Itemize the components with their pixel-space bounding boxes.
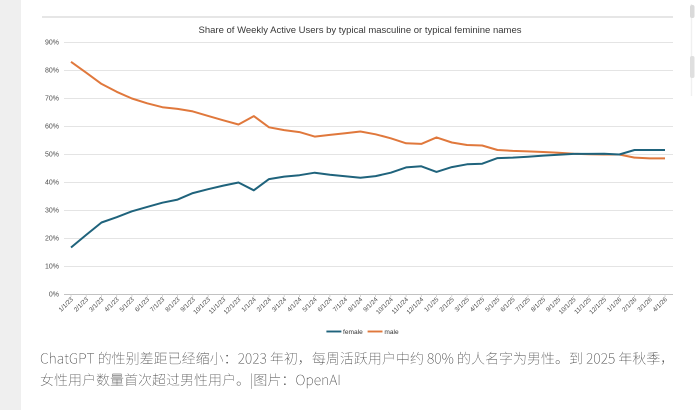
svg-text:1/1/24: 1/1/24 [240, 296, 258, 314]
svg-text:4/1/23: 4/1/23 [103, 296, 121, 314]
svg-text:Share of Weekly Active Users b: Share of Weekly Active Users by typical … [199, 25, 522, 36]
svg-text:6/1/23: 6/1/23 [134, 296, 152, 314]
svg-text:1/1/25: 1/1/25 [423, 296, 441, 314]
svg-text:5/1/25: 5/1/25 [484, 296, 502, 314]
svg-text:3/1/26: 3/1/26 [636, 296, 654, 314]
svg-text:3/1/25: 3/1/25 [454, 296, 472, 314]
svg-text:5/1/23: 5/1/23 [118, 296, 136, 314]
svg-text:1/1/23: 1/1/23 [58, 296, 76, 314]
svg-text:3/1/23: 3/1/23 [88, 296, 106, 314]
svg-text:1/1/26: 1/1/26 [606, 296, 624, 314]
svg-text:10%: 10% [45, 264, 59, 271]
svg-text:5/1/24: 5/1/24 [301, 296, 319, 314]
svg-text:12/1/25: 12/1/25 [588, 296, 608, 316]
svg-text:2/1/24: 2/1/24 [256, 296, 274, 314]
svg-text:30%: 30% [45, 208, 59, 215]
svg-text:2/1/23: 2/1/23 [73, 296, 91, 314]
svg-text:7/1/24: 7/1/24 [332, 296, 350, 314]
svg-text:8/1/23: 8/1/23 [164, 296, 182, 314]
svg-text:70%: 70% [45, 96, 59, 103]
svg-text:60%: 60% [45, 124, 59, 131]
svg-text:8/1/25: 8/1/25 [530, 296, 548, 314]
svg-text:3/1/24: 3/1/24 [271, 296, 289, 314]
svg-text:2/1/26: 2/1/26 [621, 296, 639, 314]
svg-text:80%: 80% [45, 68, 59, 75]
svg-text:4/1/25: 4/1/25 [469, 296, 487, 314]
svg-text:7/1/25: 7/1/25 [514, 296, 532, 314]
svg-text:6/1/25: 6/1/25 [499, 296, 517, 314]
svg-text:female: female [343, 329, 363, 336]
svg-text:20%: 20% [45, 236, 59, 243]
svg-text:40%: 40% [45, 180, 59, 187]
svg-text:0%: 0% [49, 292, 59, 299]
svg-text:4/1/26: 4/1/26 [652, 296, 670, 314]
svg-text:6/1/24: 6/1/24 [316, 296, 334, 314]
svg-text:7/1/23: 7/1/23 [149, 296, 167, 314]
svg-text:90%: 90% [45, 40, 59, 47]
svg-text:12/1/23: 12/1/23 [223, 296, 243, 316]
svg-text:50%: 50% [45, 152, 59, 159]
svg-text:2/1/25: 2/1/25 [438, 296, 456, 314]
svg-text:8/1/24: 8/1/24 [347, 296, 365, 314]
svg-text:4/1/24: 4/1/24 [286, 296, 304, 314]
svg-text:12/1/24: 12/1/24 [405, 296, 425, 316]
svg-text:male: male [384, 329, 399, 336]
